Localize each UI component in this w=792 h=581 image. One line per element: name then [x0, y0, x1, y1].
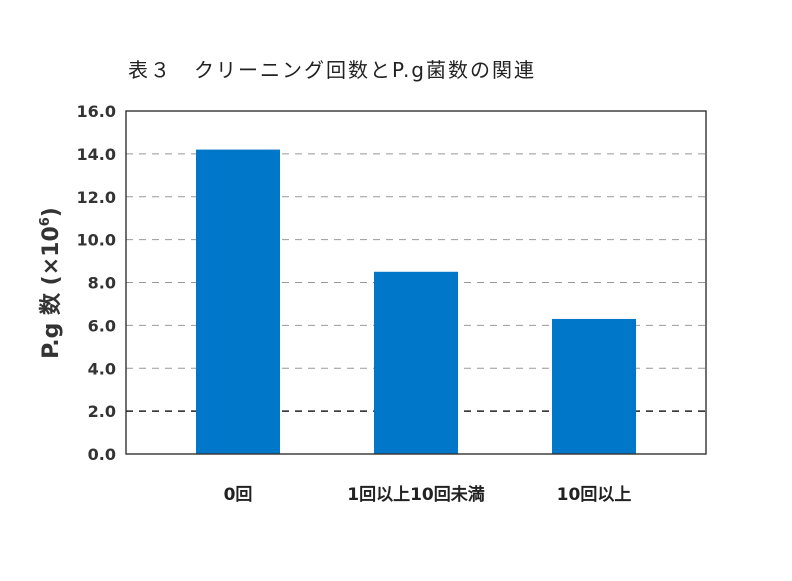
y-tick-label: 4.0	[88, 359, 116, 378]
y-axis-label-main: P.g 数 (×10	[38, 226, 64, 359]
x-tick-label: 1回以上10回未満	[347, 484, 485, 505]
x-tick-label: 0回	[224, 485, 253, 505]
y-tick-label: 6.0	[88, 316, 116, 335]
y-tick-label: 8.0	[88, 274, 116, 293]
x-tick-label: 10回以上	[557, 485, 632, 505]
y-tick-label: 12.0	[77, 188, 116, 207]
chart-title: 表３ クリーニング回数とP.g菌数の関連	[128, 58, 536, 82]
y-tick-label: 10.0	[77, 231, 116, 250]
plot-frame	[125, 110, 707, 455]
bar-2	[552, 318, 636, 454]
y-axis-label-exponent: 6	[38, 217, 53, 226]
y-tick-label: 16.0	[77, 102, 116, 121]
bar-0	[196, 149, 280, 454]
y-axis-label-close: )	[39, 207, 64, 217]
y-tick-label: 2.0	[88, 402, 116, 421]
y-tick-label: 14.0	[77, 145, 116, 164]
y-tick-label: 0.0	[88, 445, 116, 464]
bar-1	[374, 271, 458, 454]
y-axis-label: P.g 数 (×106)	[38, 207, 64, 359]
